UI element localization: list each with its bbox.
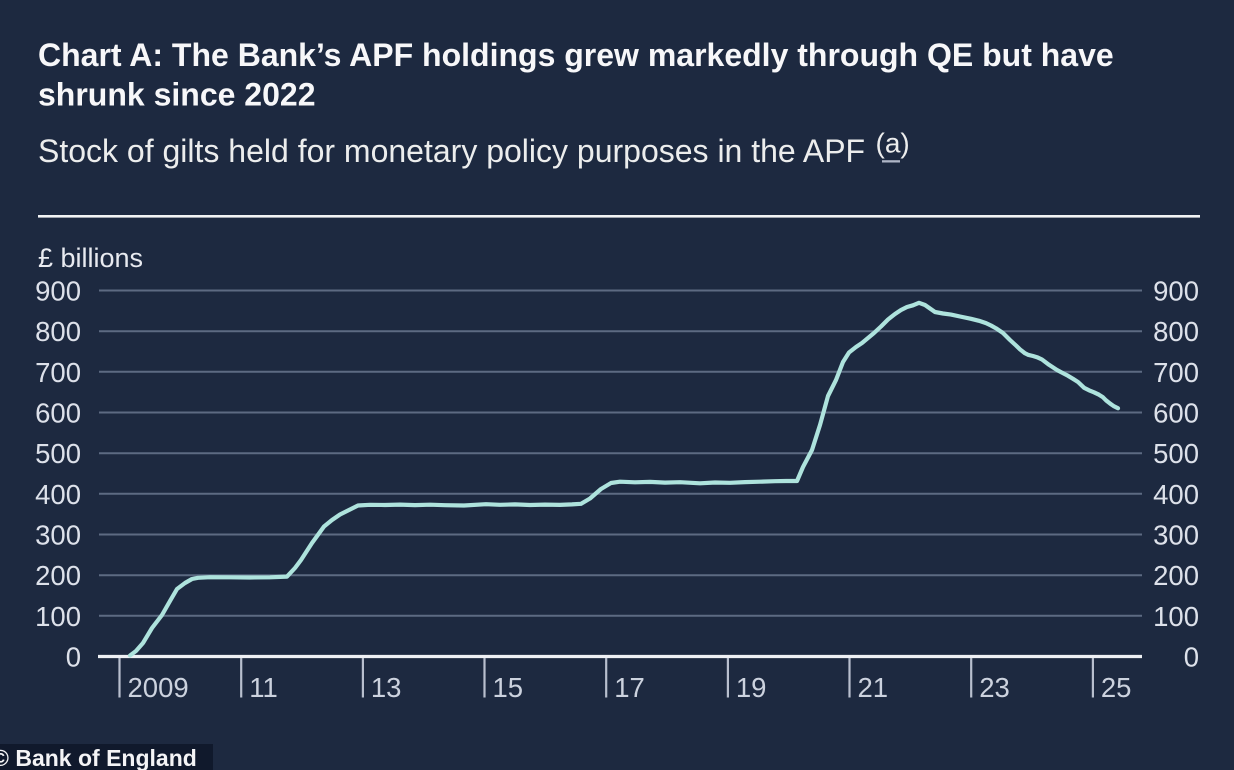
svg-text:400: 400 [1153,479,1199,510]
svg-text:13: 13 [371,672,402,703]
svg-text:25: 25 [1101,672,1132,703]
svg-text:£ billions: £ billions [38,243,143,273]
svg-text:2009: 2009 [128,672,189,703]
svg-text:600: 600 [35,398,81,429]
svg-text:200: 200 [35,560,81,591]
svg-text:0: 0 [66,642,81,673]
svg-text:17: 17 [614,672,645,703]
svg-text:15: 15 [493,672,524,703]
svg-text:11: 11 [249,672,278,703]
svg-text:600: 600 [1153,398,1199,429]
svg-text:700: 700 [1153,357,1199,388]
svg-text:200: 200 [1153,560,1199,591]
svg-text:500: 500 [1153,438,1199,469]
svg-text:© Bank of England: © Bank of England [0,745,197,770]
svg-text:300: 300 [35,520,81,551]
svg-text:100: 100 [1153,601,1199,632]
svg-text:shrunk since 2022: shrunk since 2022 [38,77,315,113]
svg-text:(a): (a) [876,128,910,159]
svg-text:700: 700 [35,357,81,388]
svg-text:100: 100 [35,601,81,632]
svg-text:Chart A: The Bank’s APF holdin: Chart A: The Bank’s APF holdings grew ma… [38,37,1114,73]
svg-text:800: 800 [1153,316,1199,347]
svg-text:19: 19 [736,672,767,703]
svg-text:800: 800 [35,316,81,347]
svg-text:Stock of gilts held for moneta: Stock of gilts held for monetary policy … [38,133,865,169]
svg-text:900: 900 [35,276,81,307]
svg-text:900: 900 [1153,276,1199,307]
svg-text:300: 300 [1153,520,1199,551]
svg-text:500: 500 [35,438,81,469]
svg-text:21: 21 [858,672,889,703]
svg-text:400: 400 [35,479,81,510]
svg-text:0: 0 [1184,642,1199,673]
svg-text:23: 23 [979,672,1010,703]
